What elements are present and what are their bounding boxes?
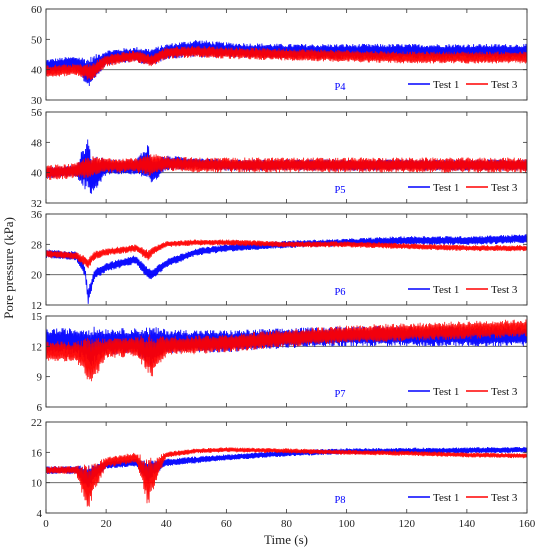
x-tick-label: 80 — [281, 518, 293, 530]
series-line-test-1 — [46, 40, 527, 87]
panel-p6: 12 20 28 36 P6 Test 1 Test 3 — [31, 209, 528, 312]
panel-p5: 32 40 48 56 P5 Test 1 Test 3 — [31, 107, 528, 210]
series-group — [46, 40, 527, 87]
y-tick-label: 28 — [31, 239, 43, 251]
series-group — [46, 139, 527, 194]
legend-label: Test 3 — [491, 79, 518, 91]
x-tick-label: 160 — [519, 518, 536, 530]
x-tick-label: 0 — [43, 518, 49, 530]
y-tick-label: 15 — [31, 311, 43, 323]
y-tick-label: 40 — [31, 65, 43, 77]
y-tick-label: 56 — [31, 107, 43, 119]
panel-p4: 30 40 50 60 P4 Test 1 Test 3 — [31, 4, 528, 107]
y-tick-label: 36 — [31, 209, 43, 221]
legend-label: Test 1 — [433, 492, 459, 504]
x-tick-label: 40 — [161, 518, 173, 530]
y-tick-label: 9 — [37, 372, 43, 384]
panel-label: P7 — [334, 389, 345, 400]
y-tick-label: 48 — [31, 137, 43, 149]
series-line-test-3 — [46, 447, 527, 507]
panel-label: P5 — [334, 185, 345, 196]
panel-p8: 4 10 16 22 P8 Test 1 Test 3 — [31, 417, 528, 520]
y-tick-label: 12 — [31, 300, 42, 312]
series-line-test-3 — [46, 239, 527, 269]
x-tick-label: 60 — [221, 518, 233, 530]
series-line-test-3 — [46, 45, 527, 81]
x-tick-label: 140 — [459, 518, 476, 530]
legend-label: Test 1 — [433, 284, 459, 296]
legend: Test 1 Test 3 — [408, 182, 518, 194]
legend-label: Test 3 — [491, 492, 518, 504]
y-tick-label: 30 — [31, 95, 43, 107]
series-line-test-1 — [46, 446, 527, 488]
legend-label: Test 3 — [491, 386, 518, 398]
y-tick-label: 6 — [37, 402, 43, 414]
legend: Test 1 Test 3 — [408, 284, 518, 296]
panel-label: P4 — [334, 82, 346, 93]
y-axis-title: Pore pressure (kPa) — [1, 217, 16, 319]
y-tick-label: 32 — [31, 198, 42, 210]
y-tick-label: 12 — [31, 341, 42, 353]
y-tick-label: 60 — [31, 4, 43, 16]
legend: Test 1 Test 3 — [408, 492, 518, 504]
x-tick-label: 20 — [101, 518, 113, 530]
y-tick-label: 50 — [31, 34, 43, 46]
y-tick-label: 20 — [31, 270, 43, 282]
y-tick-label: 16 — [31, 447, 43, 459]
series-group — [46, 446, 527, 507]
x-axis-title: Time (s) — [264, 532, 308, 547]
y-tick-label: 22 — [31, 417, 42, 429]
series-group — [46, 319, 527, 382]
legend-label: Test 1 — [433, 386, 459, 398]
y-tick-label: 40 — [31, 168, 43, 180]
legend-label: Test 3 — [491, 284, 518, 296]
series-line-test-3 — [46, 319, 527, 382]
legend: Test 1 Test 3 — [408, 79, 518, 91]
x-tick-label: 100 — [338, 518, 355, 530]
legend-label: Test 3 — [491, 182, 518, 194]
legend: Test 1 Test 3 — [408, 386, 518, 398]
series-line-test-3 — [46, 154, 527, 180]
legend-label: Test 1 — [433, 182, 459, 194]
panel-label: P6 — [334, 287, 345, 298]
legend-label: Test 1 — [433, 79, 459, 91]
panel-p7: 6 9 12 15 P7 Test 1 Test 3 — [31, 311, 528, 414]
series-group — [46, 234, 527, 304]
panel-label: P8 — [334, 495, 345, 506]
y-tick-label: 10 — [31, 478, 43, 490]
y-tick-label: 4 — [37, 508, 43, 520]
x-tick-label: 120 — [399, 518, 416, 530]
